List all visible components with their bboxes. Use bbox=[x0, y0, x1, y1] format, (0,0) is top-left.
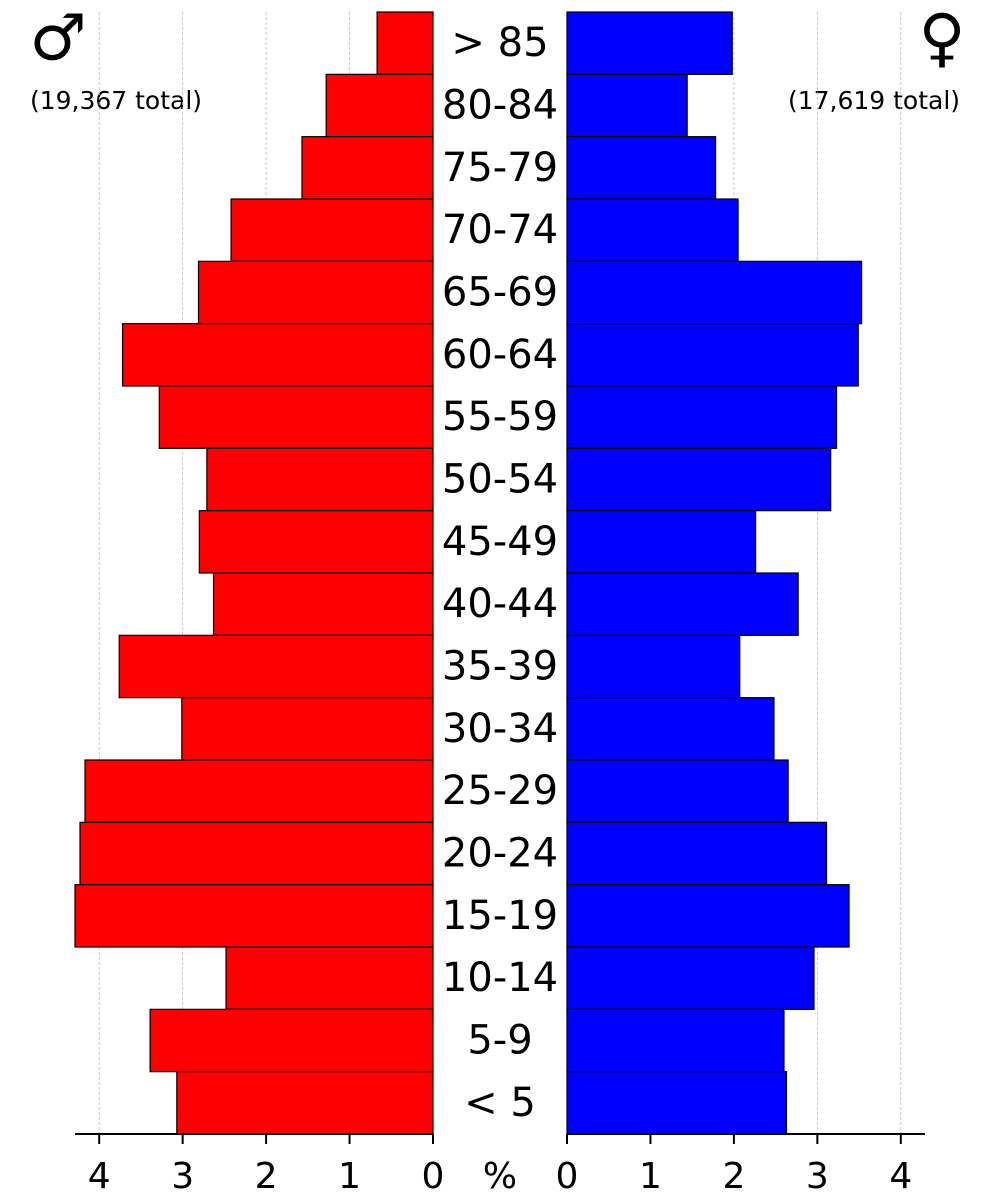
bar bbox=[566, 323, 859, 387]
bar bbox=[566, 510, 757, 574]
category-label: 30-34 bbox=[442, 706, 558, 752]
bar bbox=[197, 260, 434, 325]
bar bbox=[212, 572, 434, 636]
bar bbox=[566, 1008, 785, 1073]
category-label: > 85 bbox=[451, 20, 548, 66]
x-tick-label: 0 bbox=[556, 1156, 579, 1197]
bar bbox=[566, 821, 828, 886]
x-tick-label: 2 bbox=[255, 1156, 278, 1197]
bar bbox=[149, 1008, 434, 1073]
bar bbox=[566, 1071, 788, 1135]
bar bbox=[566, 634, 741, 699]
category-label: 60-64 bbox=[442, 332, 558, 378]
x-tick-label: 4 bbox=[88, 1156, 111, 1197]
x-tick-label: 2 bbox=[722, 1156, 745, 1197]
category-label: 45-49 bbox=[442, 519, 558, 565]
bar bbox=[118, 634, 434, 699]
category-label: 15-19 bbox=[442, 893, 558, 939]
category-label: 75-79 bbox=[442, 145, 558, 191]
male-symbol: ♂ bbox=[29, 2, 86, 76]
category-label: 25-29 bbox=[442, 768, 558, 814]
bar bbox=[198, 510, 434, 574]
male-total: (19,367 total) bbox=[30, 86, 202, 115]
bar bbox=[181, 697, 434, 761]
category-label: 55-59 bbox=[442, 394, 558, 440]
x-tick-label: 4 bbox=[889, 1156, 912, 1197]
bar bbox=[158, 385, 434, 449]
bar bbox=[566, 73, 688, 138]
bar bbox=[566, 11, 733, 75]
x-tick-label: 3 bbox=[806, 1156, 829, 1197]
bar bbox=[566, 447, 832, 512]
category-label: < 5 bbox=[464, 1080, 536, 1126]
bar bbox=[566, 946, 815, 1010]
x-axis-label: % bbox=[483, 1156, 517, 1197]
category-label: 80-84 bbox=[442, 83, 558, 129]
bar bbox=[566, 697, 775, 761]
category-label: 65-69 bbox=[442, 270, 558, 316]
category-label: 50-54 bbox=[442, 457, 558, 503]
bar bbox=[206, 447, 434, 512]
x-tick-label: 1 bbox=[639, 1156, 662, 1197]
bar bbox=[566, 260, 863, 325]
category-label: 5-9 bbox=[467, 1018, 532, 1064]
bar bbox=[74, 884, 434, 948]
bar bbox=[79, 821, 434, 886]
bar bbox=[176, 1071, 434, 1135]
category-label: 70-74 bbox=[442, 207, 558, 253]
bar bbox=[325, 73, 434, 138]
category-label: 10-14 bbox=[442, 955, 558, 1001]
bar bbox=[566, 572, 799, 636]
female-symbol: ♀ bbox=[919, 2, 966, 76]
bar bbox=[84, 759, 434, 823]
x-tick-label: 0 bbox=[422, 1156, 445, 1197]
bar bbox=[376, 11, 434, 75]
category-label: 35-39 bbox=[442, 644, 558, 690]
x-tick-label: 1 bbox=[338, 1156, 361, 1197]
category-label: 20-24 bbox=[442, 831, 558, 877]
bar bbox=[566, 759, 789, 823]
bar bbox=[225, 946, 434, 1010]
bar bbox=[566, 198, 739, 262]
x-tick-label: 3 bbox=[171, 1156, 194, 1197]
bar bbox=[566, 884, 850, 948]
female-total: (17,619 total) bbox=[788, 86, 960, 115]
bar bbox=[566, 136, 717, 200]
bar bbox=[566, 385, 838, 449]
bar bbox=[230, 198, 434, 262]
bar bbox=[121, 323, 434, 387]
category-label: 40-44 bbox=[442, 581, 558, 627]
bar bbox=[301, 136, 434, 200]
